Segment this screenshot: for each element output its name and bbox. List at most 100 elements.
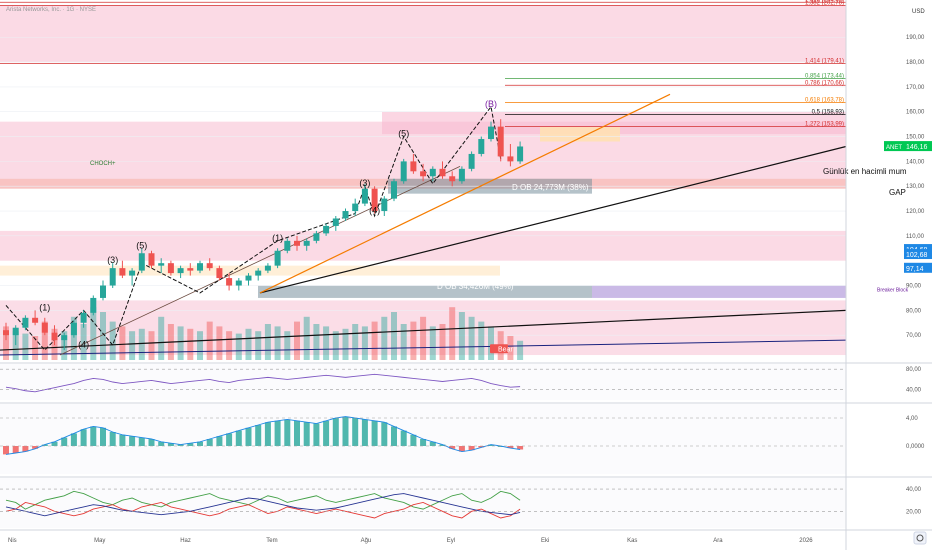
candle-body-24 [235,280,242,286]
price-axis[interactable]: 70,00 80,00 90,00 110,00 120,00 130,00 140,00 1… [845,0,932,550]
volume-bar-13 [129,331,136,360]
macd-hist-37 [361,419,368,446]
symbol-badge-label: ANET [886,145,902,151]
annotation-6: Bear [498,346,513,353]
trend-lines [0,93,847,356]
candle-body-3 [32,317,39,323]
candle-body-25 [245,275,252,281]
settings-icon-gear [916,534,924,542]
macd-line [5,416,521,455]
elliott-wave-path [5,105,502,351]
price-tick-11: 190,00 [906,35,925,41]
candlestick-series [3,119,524,351]
macd-hist-14 [138,437,145,446]
fib-label-4: 0,786 (170,66) [805,80,844,86]
volume-bar-38 [371,321,378,360]
wave-label-6: (4) [369,206,380,216]
macd-hist-27 [264,422,271,446]
wave-label-5: (3) [359,178,370,188]
price-tick-10: 180,00 [906,60,925,66]
volume-bar-50 [488,326,494,360]
candle-body-44 [429,168,436,177]
fib-label-3: 0,854 (173,44) [805,73,844,79]
volume-bars [3,307,524,360]
macd-hist-44 [429,441,436,446]
macd-hist-26 [255,425,262,446]
wave-label-7: (5) [398,129,409,139]
zone-0 [0,4,846,63]
time-tick-2: Haz [180,538,191,544]
last-price-badge: 146,16 [906,144,928,151]
fib-label-2: 1,414 (179,41) [805,59,844,65]
macd-hist-8 [80,429,87,446]
volume-bar-8 [80,324,87,360]
candle-body-47 [458,168,465,182]
macd-hist-47 [458,446,465,452]
volume-bar-1 [12,331,19,360]
volume-bar-7 [70,316,77,360]
volume-bar-35 [342,328,349,360]
dmi_minus-line [5,501,521,519]
volume-bar-36 [352,324,359,360]
fib-label-7: 1,272 (153,99) [805,122,844,128]
adx-line [5,493,521,517]
volume-bar-48 [468,316,475,360]
macd-hist-29 [284,419,291,446]
volume-bar-43 [420,316,427,360]
annotation-5: D OB 34,426M (49%) [437,282,514,291]
volume-bar-23 [226,331,233,360]
time-tick-0: Nis [8,538,17,544]
macd-hist-51 [497,446,504,447]
settings-icon-bg[interactable] [913,531,927,545]
candle-body-15 [148,253,155,266]
candle-body-42 [410,161,417,172]
candle-body-27 [264,265,271,271]
zone-10 [0,265,500,276]
volume-bar-33 [323,326,330,360]
macd-hist-23 [226,433,233,446]
candle-body-23 [226,278,233,286]
volume-bar-45 [439,324,446,360]
fib-label-5: 0,618 (163,78) [805,97,844,103]
time-tick-8: Ara [713,538,723,544]
annotation-0: Günlük en hacimli mum [823,167,907,176]
trend-line-base [0,339,847,356]
macd-hist-31 [303,422,310,446]
time-axis[interactable]: Nis May Haz Tem Ağu Eyl Eki Kas Ara 2026 [0,529,932,544]
candle-body-49 [478,139,485,154]
macd-hist-32 [313,423,320,446]
zone-7 [258,285,592,298]
trend-line-upper [259,145,847,294]
macd-hist-17 [167,443,174,446]
candle-body-26 [255,270,262,276]
fib-label-6: 0,5 (158,93) [812,109,844,115]
candle-body-34 [332,218,339,226]
volume-bar-28 [274,326,281,360]
volume-bar-32 [313,324,320,360]
macd-hist-11 [109,432,116,446]
candle-body-7 [70,322,77,336]
indicator-label-0-0: 80,00 [906,367,922,373]
macd-hist-25 [245,427,252,446]
candle-body-20 [197,263,203,271]
settings-icon[interactable] [913,531,927,545]
candle-body-40 [391,181,397,199]
wave-label-8: (B) [485,99,497,109]
last-price-badge-bg [904,141,932,152]
macd-hist-24 [235,430,242,446]
macd-hist-49 [478,446,485,448]
volume-bar-10 [100,312,106,360]
candle-body-14 [138,253,145,271]
indicator-pane-2 [0,478,846,528]
candle-body-37 [361,188,368,204]
volume-bar-46 [449,307,456,360]
candle-body-41 [400,161,407,182]
candle-body-46 [449,176,456,182]
candle-body-9 [90,297,97,313]
macd-hist-33 [323,420,330,446]
zone-4 [0,230,846,261]
candle-body-51 [497,126,504,157]
rsi-line [5,373,521,393]
annotation-4: D OB 24,773M (38%) [512,183,589,192]
